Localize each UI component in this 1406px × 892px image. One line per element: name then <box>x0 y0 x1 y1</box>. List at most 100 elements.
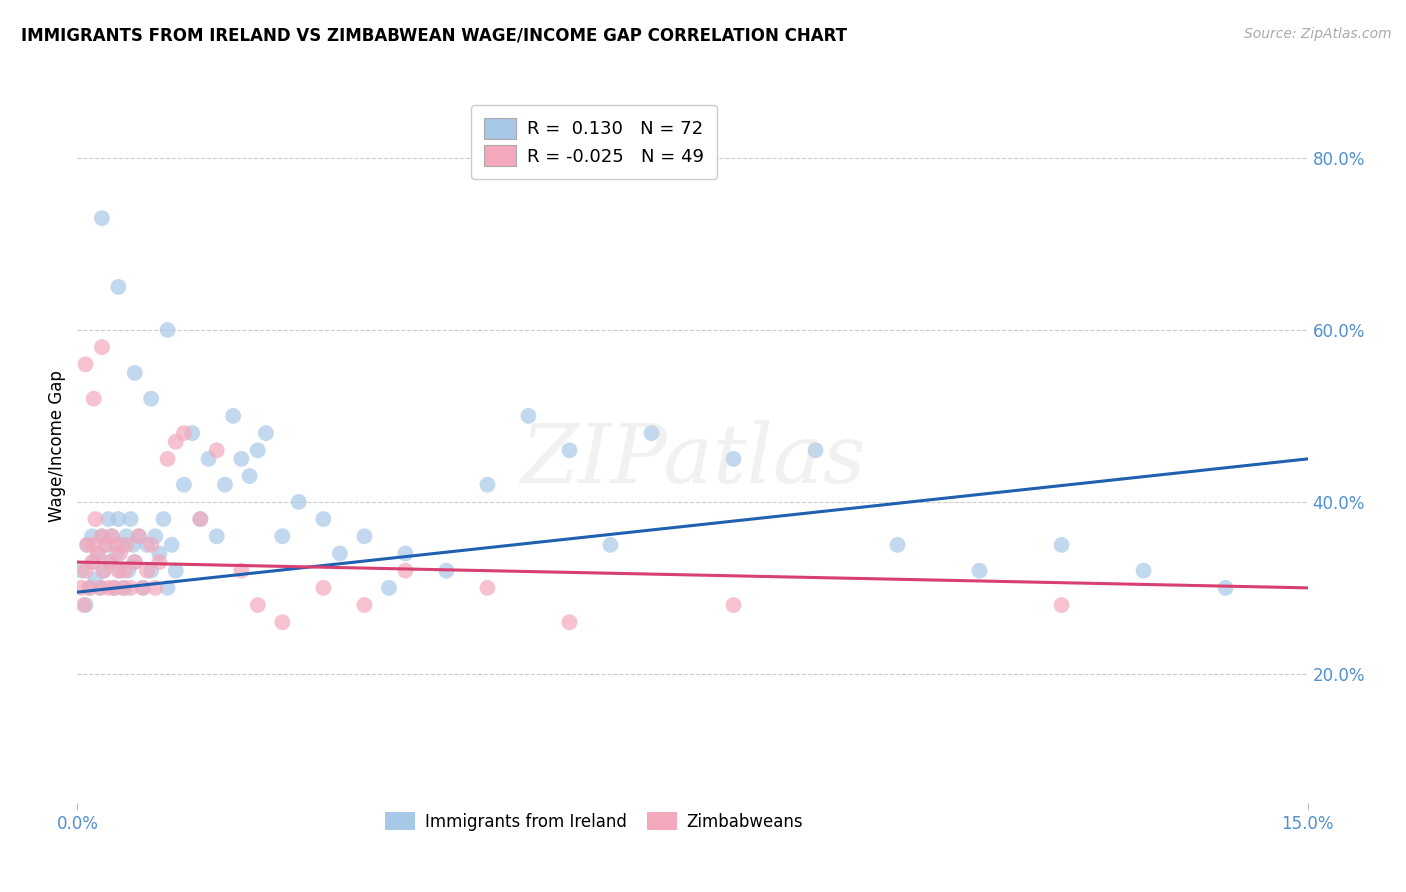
Point <box>141 392 163 406</box>
Text: ZIPatlas: ZIPatlas <box>520 420 865 500</box>
Point <box>165 564 187 578</box>
Point <box>246 598 269 612</box>
Point <box>141 538 163 552</box>
Point <box>132 581 155 595</box>
Point <box>87 546 110 560</box>
Point <box>141 564 163 578</box>
Point <box>477 581 499 595</box>
Point <box>90 529 114 543</box>
Point <box>136 538 159 552</box>
Point <box>114 564 136 578</box>
Point <box>205 529 228 543</box>
Point <box>152 512 174 526</box>
Point <box>288 495 311 509</box>
Point <box>246 443 269 458</box>
Point <box>969 564 991 578</box>
Point <box>89 581 111 595</box>
Legend: Immigrants from Ireland, Zimbabweans: Immigrants from Ireland, Zimbabweans <box>378 805 810 838</box>
Point <box>804 443 827 458</box>
Point <box>103 581 125 595</box>
Point <box>114 581 136 595</box>
Point <box>75 564 97 578</box>
Point <box>173 477 195 491</box>
Point <box>394 546 416 560</box>
Point <box>120 581 142 595</box>
Point <box>517 409 540 423</box>
Point <box>90 529 114 543</box>
Point <box>107 512 129 526</box>
Point <box>101 529 124 543</box>
Point <box>1215 581 1237 595</box>
Point <box>84 512 107 526</box>
Point <box>115 529 138 543</box>
Point <box>75 357 97 371</box>
Point <box>128 529 150 543</box>
Point <box>107 280 129 294</box>
Point <box>214 477 236 491</box>
Point <box>82 529 104 543</box>
Point <box>98 555 121 569</box>
Point <box>93 564 115 578</box>
Point <box>132 581 155 595</box>
Point <box>83 555 105 569</box>
Point <box>90 340 114 354</box>
Point <box>83 538 105 552</box>
Point <box>239 469 262 483</box>
Point <box>76 538 98 552</box>
Point <box>115 538 138 552</box>
Point <box>353 529 375 543</box>
Point <box>122 538 145 552</box>
Point <box>103 581 125 595</box>
Point <box>436 564 458 578</box>
Point <box>73 598 96 612</box>
Point <box>76 538 98 552</box>
Point <box>84 572 107 586</box>
Text: Source: ZipAtlas.com: Source: ZipAtlas.com <box>1244 27 1392 41</box>
Point <box>108 546 131 560</box>
Point <box>886 538 908 552</box>
Point <box>173 426 195 441</box>
Point <box>640 426 662 441</box>
Point <box>271 615 294 630</box>
Point <box>329 546 352 560</box>
Point <box>148 555 170 569</box>
Point <box>124 366 146 380</box>
Text: IMMIGRANTS FROM IRELAND VS ZIMBABWEAN WAGE/INCOME GAP CORRELATION CHART: IMMIGRANTS FROM IRELAND VS ZIMBABWEAN WA… <box>21 27 846 45</box>
Point <box>105 538 128 552</box>
Y-axis label: Wage/Income Gap: Wage/Income Gap <box>48 370 66 522</box>
Point <box>156 451 179 466</box>
Point <box>558 615 581 630</box>
Point <box>124 555 146 569</box>
Point <box>98 555 121 569</box>
Point <box>94 538 117 552</box>
Point <box>197 451 219 466</box>
Point <box>97 581 120 595</box>
Point <box>723 451 745 466</box>
Point <box>156 581 179 595</box>
Point <box>723 598 745 612</box>
Point <box>231 451 253 466</box>
Point <box>188 512 212 526</box>
Point <box>101 529 124 543</box>
Point <box>353 598 375 612</box>
Point <box>94 538 117 552</box>
Point <box>160 538 183 552</box>
Point <box>156 323 179 337</box>
Point <box>75 598 97 612</box>
Point <box>111 538 134 552</box>
Point <box>271 529 294 543</box>
Point <box>477 477 499 491</box>
Point <box>111 581 134 595</box>
Point <box>90 211 114 226</box>
Point <box>1132 564 1154 578</box>
Point <box>394 564 416 578</box>
Point <box>205 443 228 458</box>
Point <box>124 555 146 569</box>
Point <box>83 392 105 406</box>
Point <box>231 564 253 578</box>
Point <box>87 546 110 560</box>
Point <box>120 512 142 526</box>
Point <box>70 581 93 595</box>
Point <box>108 564 131 578</box>
Point <box>165 434 187 449</box>
